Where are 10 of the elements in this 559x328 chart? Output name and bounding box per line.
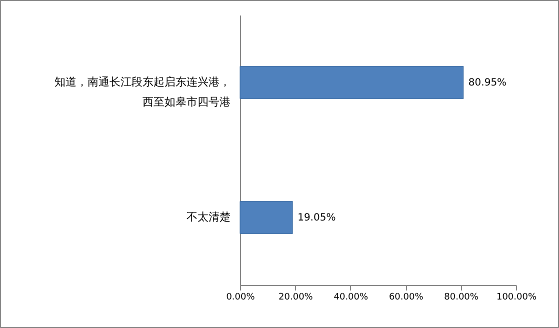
x-tick-label: 20.00%	[278, 292, 314, 302]
x-tick-label: 60.00%	[388, 292, 424, 302]
y-tick-label: 不太清楚	[186, 210, 230, 224]
y-tick-label: 知道，南通长江段东起启东连兴港，西至如皋市四号港	[54, 76, 230, 108]
data-label: 80.95%	[468, 78, 507, 88]
data-label: 19.05%	[298, 212, 336, 224]
x-tick-label: 0.00%	[226, 292, 256, 302]
x-tick-label: 100.00%	[496, 292, 537, 302]
x-tick-label: 40.00%	[334, 292, 368, 302]
x-tick-label: 80.00%	[444, 292, 479, 302]
